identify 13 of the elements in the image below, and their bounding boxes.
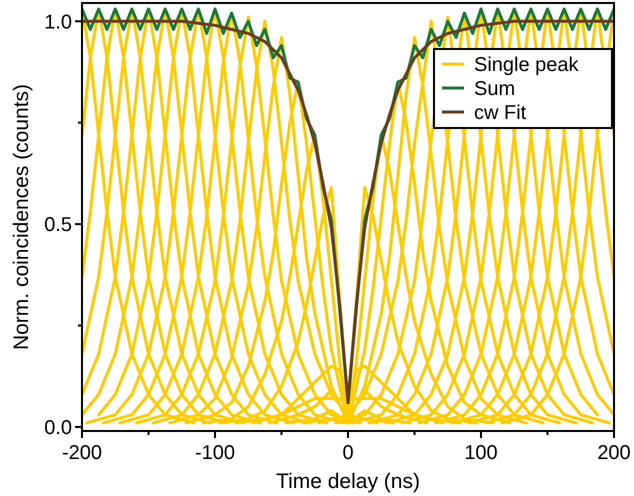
legend-label: Sum [474, 78, 516, 100]
x-tick-label: -100 [194, 442, 236, 464]
y-tick-label: 0.5 [44, 214, 72, 236]
legend-label: Single peak [474, 54, 580, 76]
x-tick-label: 100 [464, 442, 498, 464]
x-tick-label: 0 [342, 442, 354, 464]
y-axis-title: Norm. coincidences (counts) [10, 84, 33, 350]
legend-label: cw Fit [474, 102, 527, 124]
x-axis-title: Time delay (ns) [276, 470, 420, 493]
x-tick-label: 200 [597, 442, 631, 464]
y-tick-label: 0.0 [44, 416, 72, 439]
x-tick-label: -200 [62, 442, 102, 464]
y-tick-label: 1.0 [44, 11, 72, 34]
